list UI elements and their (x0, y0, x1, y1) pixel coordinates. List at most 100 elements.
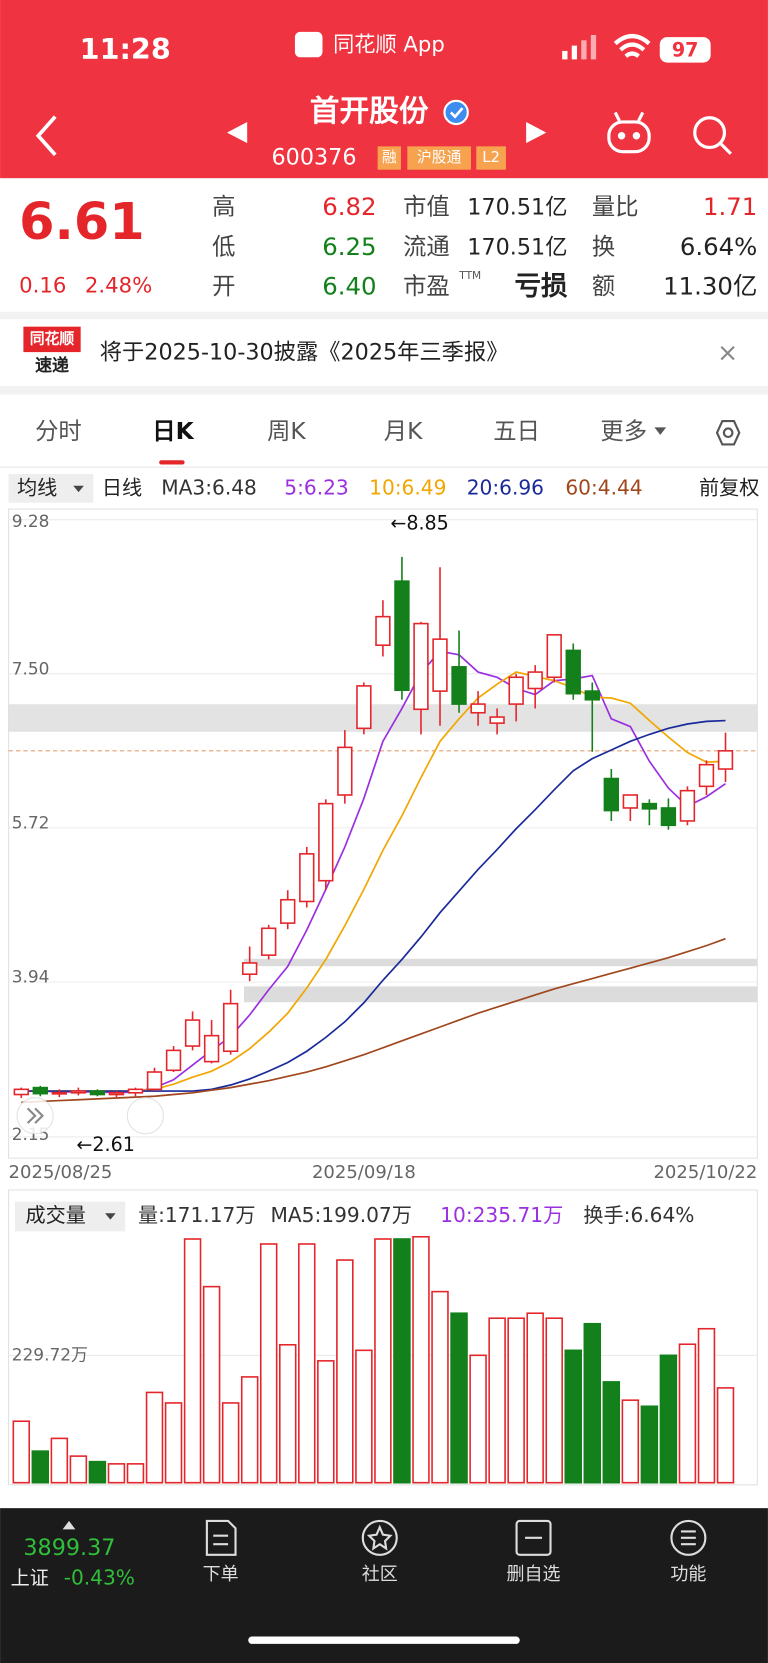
clock: 11:28 (80, 32, 171, 66)
verified-check (449, 107, 464, 119)
candle-body (546, 634, 562, 679)
candle-body (318, 802, 334, 882)
candle-body (280, 898, 296, 924)
candle-body (394, 580, 410, 692)
candle-body (603, 777, 619, 812)
bar-label[interactable]: 社区 (362, 1564, 398, 1585)
last-price: 6.61 (19, 193, 145, 252)
annotation: ←8.85 (390, 511, 448, 534)
app-icon (294, 31, 323, 58)
back[interactable] (35, 115, 57, 157)
tag-text: L2 (482, 149, 500, 166)
index-name: 上证 (11, 1567, 49, 1590)
change: 0.16 (19, 273, 66, 298)
candle-body (337, 746, 353, 796)
x-tick-label: 2025/09/18 (312, 1162, 416, 1183)
volume-legend: 量:171.17万 MA5:199.07万 10:235.71万 换手:6.64% (138, 1203, 695, 1227)
search[interactable] (693, 116, 732, 155)
quote-value: 1.71 (703, 192, 757, 221)
volume-label: 10:235.71万 (440, 1203, 563, 1227)
candle-body (489, 716, 505, 724)
volume-bar (221, 1402, 240, 1484)
tab[interactable]: 分时 (35, 417, 82, 445)
candle-body (451, 666, 467, 705)
ma-line (21, 719, 726, 1092)
volume-bar (564, 1349, 582, 1484)
settings[interactable] (715, 419, 741, 446)
quote-value: 6.64% (680, 232, 757, 261)
candle-body (622, 794, 639, 809)
selector[interactable]: 均线 (17, 475, 57, 499)
candle-body (698, 763, 715, 788)
quote-value: 11.30亿 (663, 271, 757, 300)
quote-value: 6.82 (322, 192, 376, 221)
quote-label: 市值 (403, 192, 450, 220)
volume-frame (8, 1189, 758, 1486)
ma-label: 10:6.49 (369, 475, 446, 499)
ma-legend: MA3:6.48 5:6.23 10:6.49 20:6.96 60:4.44 (161, 475, 642, 499)
volume-bar (69, 1455, 88, 1484)
quote-value: 6.25 (322, 232, 376, 261)
candle-body (565, 649, 581, 695)
ma-label: 5:6.23 (284, 475, 348, 499)
volume-bar (640, 1405, 659, 1484)
candle-body (299, 853, 315, 903)
volume-bar (355, 1349, 373, 1484)
badge: 速递 (35, 355, 69, 375)
volume-bar (202, 1285, 221, 1484)
tab[interactable]: 日K (152, 417, 194, 445)
x-tick-label: 2025/08/25 (9, 1162, 113, 1183)
quote-label: 低 (212, 233, 235, 261)
index-value[interactable]: 3899.37 (23, 1535, 115, 1561)
prev-stock[interactable] (227, 121, 248, 144)
close[interactable] (720, 346, 735, 361)
candle-body (89, 1090, 106, 1096)
next-stock[interactable] (526, 121, 547, 144)
volume-selector[interactable]: 成交量 (26, 1203, 86, 1227)
bar-label[interactable]: 功能 (670, 1564, 706, 1585)
candle-body (679, 789, 696, 822)
candle-body (660, 807, 677, 827)
annotation: ←2.61 (76, 1133, 134, 1156)
tag (476, 146, 506, 170)
notice-text[interactable]: 将于2025-10-30披露《2025年三季报》 (100, 340, 509, 366)
tab-bar: 分时 日K 周K 月K 五日 更多 (35, 417, 667, 445)
divider (0, 386, 768, 395)
volume-label: MA5:199.07万 (271, 1203, 412, 1227)
quote-label: 开 (212, 272, 235, 300)
volume-bar (12, 1420, 31, 1484)
bar-label[interactable]: 删自选 (507, 1564, 561, 1585)
candle-body (375, 615, 391, 647)
quote-label: 市盈 (403, 272, 450, 300)
quote-label: 量比 (592, 192, 639, 220)
candle-body (241, 962, 258, 975)
volume-bar (317, 1360, 335, 1484)
adjust[interactable]: 前复权 (699, 475, 759, 499)
app-name: 同花顺 App (333, 33, 445, 58)
cursor[interactable] (126, 1097, 164, 1135)
candle-body (527, 671, 543, 690)
volume-bar (583, 1322, 602, 1484)
zone (8, 704, 758, 732)
volume-bar (107, 1463, 126, 1484)
volume-bar (31, 1450, 50, 1484)
volume-bar (50, 1437, 69, 1484)
candle-body (641, 802, 658, 810)
tab[interactable]: 五日 (493, 417, 540, 445)
settings-dot (722, 427, 734, 439)
candle-body (261, 927, 277, 956)
tab[interactable]: 月K (384, 417, 423, 445)
quote-label: 额 (592, 272, 615, 300)
y-tick-label: 3.94 (12, 967, 50, 987)
volume-bar (259, 1243, 278, 1484)
volume-bar (621, 1399, 640, 1484)
quote-label: 高 (212, 192, 235, 220)
home-indicator (248, 1636, 520, 1644)
selector-bg[interactable] (14, 1201, 126, 1232)
bar-label[interactable]: 下单 (203, 1564, 239, 1585)
volume-chart: 229.72万 (8, 1235, 758, 1484)
tab[interactable]: 周K (267, 417, 306, 445)
robot-icon[interactable] (607, 111, 651, 154)
tab[interactable]: 更多 (600, 417, 647, 445)
